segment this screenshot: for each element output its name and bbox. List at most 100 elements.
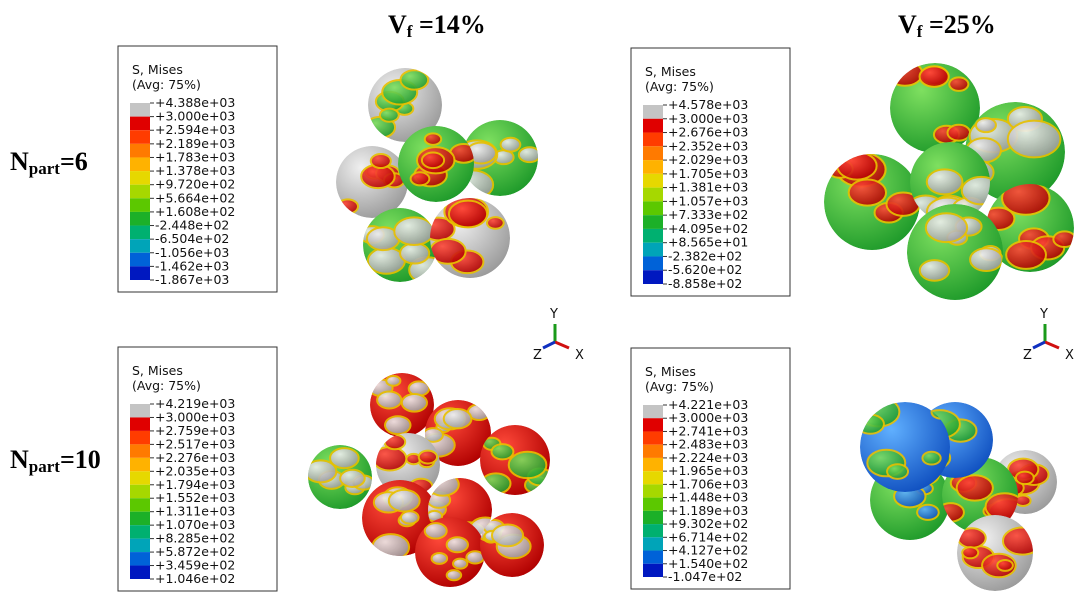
legend-swatch bbox=[643, 498, 663, 511]
legend-swatch bbox=[643, 484, 663, 497]
stress-patch bbox=[487, 217, 504, 229]
legend-swatch bbox=[643, 405, 663, 418]
legend-swatch bbox=[130, 458, 150, 471]
renderings: S, Mises(Avg: 75%)+4.388e+03+3.000e+03+2… bbox=[118, 46, 1076, 591]
stress-patch bbox=[957, 475, 993, 500]
legend-swatch bbox=[130, 417, 150, 430]
legend-swatch bbox=[130, 498, 150, 511]
stress-patch bbox=[1016, 472, 1034, 484]
stress-patch bbox=[958, 528, 986, 547]
legend-swatch bbox=[643, 551, 663, 564]
stress-patch bbox=[481, 473, 510, 493]
stress-patch bbox=[425, 523, 447, 538]
stress-patch bbox=[492, 525, 523, 547]
legend-swatch bbox=[643, 564, 663, 577]
legend-value: -2.382e+02 bbox=[668, 248, 742, 263]
legend-swatch bbox=[130, 266, 150, 280]
stress-patch bbox=[849, 179, 886, 205]
stress-patch bbox=[402, 394, 427, 412]
stress-patch bbox=[432, 553, 448, 564]
legend-value: -1.047e+02 bbox=[668, 569, 742, 584]
stress-patch bbox=[425, 133, 441, 145]
legend-swatch bbox=[643, 270, 663, 284]
legend-swatch bbox=[643, 418, 663, 431]
column-header: Vf =25% bbox=[898, 10, 996, 41]
legend-swatch bbox=[130, 512, 150, 525]
legend-swatch bbox=[130, 117, 150, 131]
axis-label: Z bbox=[533, 348, 542, 363]
legend-swatch bbox=[130, 212, 150, 226]
stress-patch bbox=[1006, 241, 1046, 269]
stress-patch bbox=[857, 415, 884, 434]
legend-swatch bbox=[130, 444, 150, 457]
legend-swatch bbox=[130, 485, 150, 498]
stress-patch bbox=[920, 66, 949, 86]
stress-patch bbox=[949, 77, 968, 90]
legend-swatch bbox=[130, 144, 150, 158]
legend-swatch bbox=[643, 445, 663, 458]
legend-title: S, Mises bbox=[132, 62, 183, 77]
stress-patch bbox=[380, 109, 399, 122]
stress-patch bbox=[419, 451, 437, 464]
legend-swatch bbox=[643, 243, 663, 257]
stress-patch bbox=[377, 392, 401, 409]
stress-patch bbox=[373, 447, 406, 470]
axis-label: Y bbox=[1039, 307, 1048, 322]
axis-x bbox=[555, 342, 569, 348]
stress-patch bbox=[385, 416, 411, 434]
header-rest: =10 bbox=[60, 445, 101, 474]
legend-swatch bbox=[643, 215, 663, 229]
legend-swatch bbox=[643, 229, 663, 243]
stress-patch bbox=[447, 570, 461, 580]
legend-value: +4.095e+02 bbox=[668, 221, 748, 236]
sphere bbox=[369, 373, 434, 437]
header-main: V bbox=[898, 10, 917, 39]
legend-value: +4.578e+03 bbox=[668, 97, 748, 112]
stress-patch bbox=[927, 169, 963, 194]
header-main: N bbox=[10, 147, 29, 176]
legend-title: S, Mises bbox=[645, 64, 696, 79]
legend-swatch bbox=[643, 105, 663, 119]
axis-label: Z bbox=[1023, 348, 1032, 363]
stress-patch bbox=[400, 243, 429, 263]
sphere bbox=[422, 196, 510, 278]
sphere bbox=[824, 152, 920, 250]
stress-patch bbox=[453, 559, 467, 569]
legend-swatch bbox=[130, 239, 150, 253]
legend-avg: (Avg: 75%) bbox=[645, 379, 714, 394]
legend-value: +3.000e+03 bbox=[668, 111, 748, 126]
header-rest: =6 bbox=[60, 147, 88, 176]
stress-patch bbox=[444, 409, 472, 428]
axis-z bbox=[1033, 342, 1045, 348]
legend-avg: (Avg: 75%) bbox=[645, 79, 714, 94]
stress-patch bbox=[372, 534, 409, 560]
legend-swatch bbox=[643, 458, 663, 471]
stress-patch bbox=[394, 217, 434, 245]
stress-patch bbox=[371, 154, 391, 168]
stress-patch bbox=[509, 452, 547, 478]
sphere bbox=[907, 204, 1003, 300]
stress-patch bbox=[962, 547, 978, 558]
header-sub: part bbox=[29, 457, 61, 476]
stress-patch bbox=[887, 61, 922, 85]
axis-label: X bbox=[575, 348, 584, 363]
stress-patch bbox=[887, 464, 908, 479]
legend-value: +2.029e+03 bbox=[668, 152, 748, 167]
stress-patch bbox=[976, 118, 996, 132]
legend-title: S, Mises bbox=[132, 363, 183, 378]
sphere bbox=[336, 146, 408, 218]
header-main: N bbox=[10, 445, 29, 474]
stress-patch bbox=[920, 260, 949, 281]
legend-value: +2.676e+03 bbox=[668, 125, 748, 140]
legend-swatch bbox=[130, 525, 150, 538]
legend-swatch bbox=[130, 539, 150, 552]
header-rest: =14% bbox=[412, 10, 485, 39]
stress-patch bbox=[430, 239, 466, 264]
sphere bbox=[480, 425, 552, 495]
legend-swatch bbox=[130, 253, 150, 267]
stress-patch bbox=[449, 201, 487, 228]
stress-patch bbox=[338, 199, 358, 213]
stress-patch bbox=[926, 213, 967, 242]
stress-patch bbox=[389, 490, 420, 512]
stress-patch bbox=[922, 452, 940, 465]
